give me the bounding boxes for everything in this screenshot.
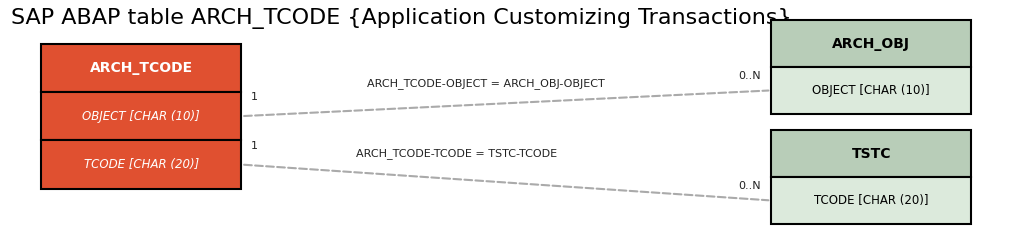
FancyBboxPatch shape — [41, 92, 241, 140]
Text: TSTC: TSTC — [852, 147, 891, 161]
FancyBboxPatch shape — [41, 140, 241, 189]
Text: OBJECT [CHAR (10)]: OBJECT [CHAR (10)] — [812, 84, 930, 97]
FancyBboxPatch shape — [771, 130, 971, 177]
Text: 0..N: 0..N — [739, 71, 761, 81]
Text: TCODE [CHAR (20)]: TCODE [CHAR (20)] — [84, 158, 199, 171]
Text: 0..N: 0..N — [739, 182, 761, 191]
Text: ARCH_TCODE-TCODE = TSTC-TCODE: ARCH_TCODE-TCODE = TSTC-TCODE — [356, 148, 557, 159]
Text: ARCH_TCODE-OBJECT = ARCH_OBJ-OBJECT: ARCH_TCODE-OBJECT = ARCH_OBJ-OBJECT — [367, 78, 605, 89]
Text: ARCH_TCODE: ARCH_TCODE — [90, 61, 193, 75]
Text: TCODE [CHAR (20)]: TCODE [CHAR (20)] — [814, 194, 928, 207]
FancyBboxPatch shape — [771, 20, 971, 67]
Text: 1: 1 — [251, 92, 258, 102]
Text: OBJECT [CHAR (10)]: OBJECT [CHAR (10)] — [83, 110, 200, 123]
FancyBboxPatch shape — [41, 44, 241, 92]
Text: SAP ABAP table ARCH_TCODE {Application Customizing Transactions}: SAP ABAP table ARCH_TCODE {Application C… — [11, 9, 792, 29]
Text: ARCH_OBJ: ARCH_OBJ — [832, 36, 910, 50]
Text: 1: 1 — [251, 141, 258, 151]
FancyBboxPatch shape — [771, 67, 971, 114]
FancyBboxPatch shape — [771, 177, 971, 224]
